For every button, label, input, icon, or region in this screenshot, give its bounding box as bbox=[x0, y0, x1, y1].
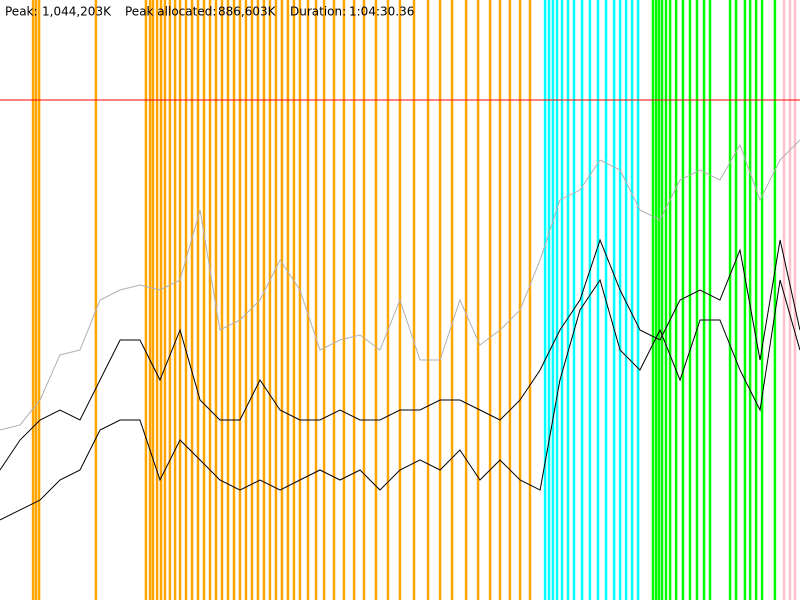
peak-value: 1,044,203K bbox=[42, 5, 112, 19]
duration-value: 1:04:30.36 bbox=[349, 5, 414, 19]
peak-allocated-caption: Peak allocated: bbox=[125, 5, 216, 19]
series-line bbox=[0, 139, 800, 431]
series-line bbox=[0, 278, 800, 521]
peak-caption: Peak: bbox=[5, 5, 38, 19]
duration-caption: Duration: bbox=[290, 5, 346, 19]
series-line bbox=[0, 238, 800, 471]
header: Peak: 1,044,203K Peak allocated: 886,603… bbox=[5, 5, 414, 19]
peak-allocated-value: 886,603K bbox=[218, 5, 277, 19]
lines bbox=[0, 99, 800, 521]
